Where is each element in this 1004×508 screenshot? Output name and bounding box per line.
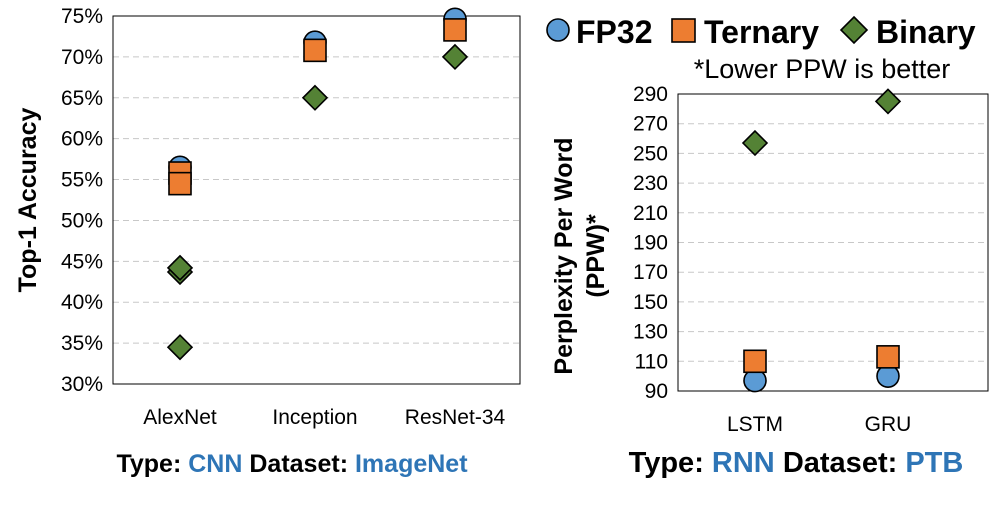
cnn-caption-dataset-value: ImageNet [355, 450, 468, 478]
rnn-y-tick-label: 90 [645, 380, 668, 403]
rnn-binary-point [741, 129, 769, 157]
legend-binary-marker-icon [839, 15, 869, 45]
cnn-y-tick-label: 50% [61, 209, 103, 232]
legend: FP32 Ternary Binary [546, 14, 976, 50]
cnn-y-tick-labels: 30% 35% 40% 45% 50% 55% 60% 65% 70% 75% [61, 5, 103, 396]
cnn-y-tick-label: 30% [61, 373, 103, 396]
cnn-y-tick-label: 60% [61, 128, 103, 151]
cnn-caption-type-value: CNN [188, 450, 242, 478]
cnn-y-tick-label: 55% [61, 169, 103, 192]
rnn-note: *Lower PPW is better [694, 54, 951, 84]
cnn-binary-point [166, 334, 194, 361]
legend-ternary-label: Ternary [704, 14, 819, 50]
rnn-y-tick-label: 150 [633, 291, 668, 314]
cnn-caption-dataset-label: Dataset: [249, 450, 348, 478]
cnn-caption-type-label: Type: [116, 450, 181, 478]
rnn-y-tick-label: 270 [633, 113, 668, 136]
cnn-y-tick-label: 65% [61, 87, 103, 110]
rnn-binary-point [874, 88, 902, 115]
rnn-caption-dataset-value: PTB [905, 447, 963, 479]
rnn-y-tick-label: 190 [633, 232, 668, 255]
rnn-gridlines [678, 123, 988, 362]
rnn-x-tick-labels: LSTM GRU [727, 413, 911, 436]
rnn-y-tick-label: 250 [633, 142, 668, 165]
cnn-ternary-point [443, 18, 467, 42]
cnn-data-points [166, 7, 469, 361]
cnn-y-tick-label: 70% [61, 46, 103, 69]
rnn-plot-area [677, 93, 989, 392]
cnn-ternary-point [168, 171, 192, 196]
rnn-caption-type-label: Type: [629, 447, 704, 479]
cnn-x-tick-label: AlexNet [143, 406, 217, 429]
cnn-ternary-point [303, 38, 327, 63]
cnn-x-tick-labels: AlexNet Inception ResNet-34 [143, 406, 505, 429]
rnn-caption-type-value: RNN [712, 447, 775, 479]
rnn-y-tick-label: 290 [633, 83, 668, 106]
cnn-caption: Type: CNN Dataset: ImageNet [116, 450, 468, 478]
cnn-y-tick-label: 45% [61, 250, 103, 273]
rnn-y-axis-label-line1: Perplexity Per Word [550, 137, 578, 374]
cnn-x-tick-label: Inception [272, 406, 357, 429]
rnn-caption-dataset-label: Dataset: [783, 447, 897, 479]
rnn-ternary-point [876, 345, 900, 369]
rnn-data-points [741, 88, 902, 393]
cnn-plot-area [112, 15, 521, 385]
cnn-binary-point [166, 254, 194, 282]
rnn-x-tick-label: GRU [865, 413, 912, 436]
rnn-y-tick-label: 230 [633, 172, 668, 195]
cnn-binary-point [301, 84, 329, 111]
cnn-binary-point [441, 43, 469, 71]
cnn-y-tick-label: 75% [61, 5, 103, 28]
cnn-y-tick-label: 35% [61, 332, 103, 355]
rnn-y-axis-label-line2: (PPW)* [582, 214, 610, 298]
rnn-ternary-point [743, 349, 767, 374]
legend-fp32-label: FP32 [576, 14, 652, 50]
cnn-accuracy-chart: 30% 35% 40% 45% 50% 55% 60% 65% 70% 75% AlexNet In… [14, 5, 521, 478]
rnn-y-tick-label: 210 [633, 202, 668, 225]
rnn-perplexity-chart: 90 110 130 150 170 190 210 230 250 270 290 LSTM GRU… [550, 54, 989, 479]
cnn-x-tick-label: ResNet-34 [405, 406, 506, 429]
legend-binary-label: Binary [876, 14, 976, 50]
rnn-y-tick-labels: 90 110 130 150 170 190 210 230 250 270 290 [633, 83, 668, 403]
rnn-y-tick-label: 130 [633, 321, 668, 344]
legend-ternary-marker-icon [671, 18, 696, 43]
rnn-y-tick-label: 170 [633, 261, 668, 284]
rnn-caption: Type: RNN Dataset: PTB [629, 447, 964, 479]
rnn-y-tick-label: 110 [635, 350, 668, 373]
legend-fp32-marker-icon [546, 18, 570, 42]
rnn-x-tick-label: LSTM [727, 413, 783, 436]
cnn-y-axis-label: Top-1 Accuracy [14, 108, 42, 293]
cnn-y-tick-label: 40% [61, 291, 103, 314]
